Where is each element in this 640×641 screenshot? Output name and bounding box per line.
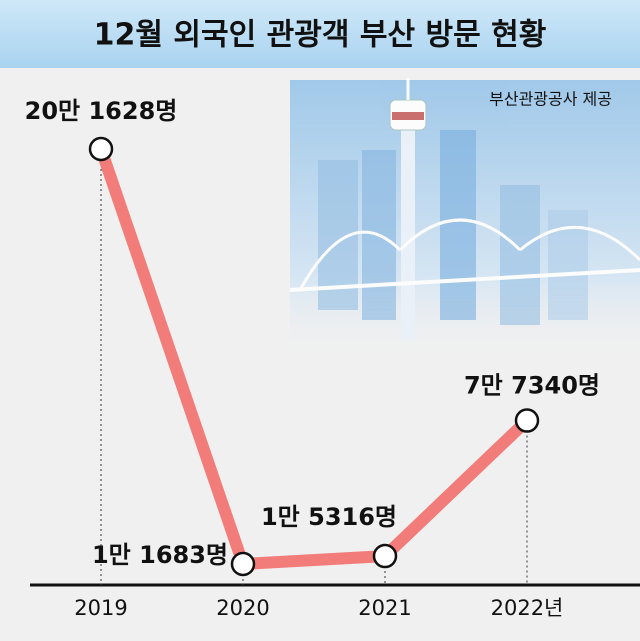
x-tick-label: 2019: [74, 596, 127, 620]
value-label: 1만 1683명: [92, 541, 228, 569]
x-tick-label: 2020: [216, 596, 269, 620]
point: [88, 136, 114, 162]
line: [95, 147, 532, 570]
point: [514, 408, 540, 433]
value-label: 1만 5316명: [261, 503, 397, 531]
x-tick-label: 2022년: [491, 596, 564, 620]
value-label: 20만 1628명: [25, 97, 178, 125]
chart-title: 12월 외국인 관광객 부산 방문 현황: [94, 18, 547, 53]
point: [230, 551, 256, 577]
point: [372, 543, 398, 569]
source-note: 부산관광공사 제공: [489, 90, 612, 109]
illustration: [289, 78, 640, 360]
plot: 20만 1628명 2019 1만 1683명 2020 1만 5316명 2021 7만 …: [25, 97, 600, 620]
title-bar: [0, 0, 640, 68]
value-label: 7만 7340명: [464, 372, 600, 400]
x-tick-label: 2021: [358, 596, 411, 620]
